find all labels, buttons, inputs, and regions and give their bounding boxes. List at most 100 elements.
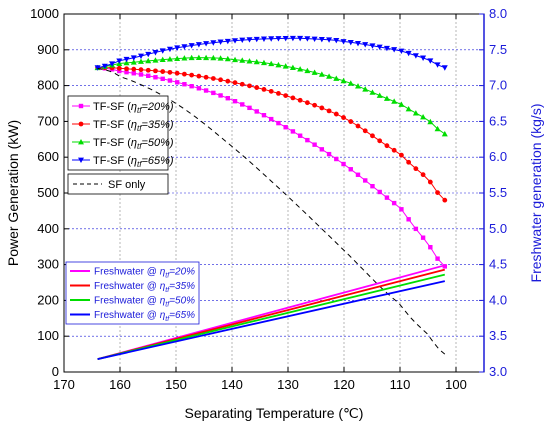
legend-label-end: =50%) xyxy=(141,137,173,149)
marker-triangle-down xyxy=(224,38,231,45)
marker-circle xyxy=(355,123,361,129)
legend-label-end: =35%) xyxy=(141,119,173,131)
marker-square xyxy=(131,71,136,76)
marker-square xyxy=(290,129,296,134)
y-tick-label: 600 xyxy=(37,149,59,164)
marker-triangle-down xyxy=(123,56,130,63)
marker-circle xyxy=(203,74,209,80)
marker-triangle-down xyxy=(159,48,166,54)
marker-square xyxy=(363,178,368,183)
marker-triangle-up xyxy=(253,58,260,65)
marker-square xyxy=(420,235,426,240)
marker-circle xyxy=(239,81,245,87)
marker-circle xyxy=(189,72,195,78)
y2-tick-label: 7.0 xyxy=(489,78,507,93)
marker-triangle-down xyxy=(174,45,181,51)
marker-triangle-down xyxy=(289,35,296,42)
legend-fw-main: Freshwater @ xyxy=(94,281,160,292)
marker-square xyxy=(78,103,84,109)
marker-triangle-down xyxy=(369,43,376,49)
marker-triangle-up xyxy=(275,61,282,68)
marker-circle xyxy=(427,179,433,185)
marker-triangle-up xyxy=(369,89,376,95)
marker-triangle-down xyxy=(138,53,144,59)
marker-square xyxy=(297,133,303,138)
marker-triangle-down xyxy=(333,37,340,44)
legend-label-end: =20%) xyxy=(141,101,173,113)
marker-circle xyxy=(420,172,426,178)
marker-triangle-up xyxy=(376,92,383,98)
x-axis-title: Separating Temperature (℃) xyxy=(185,405,364,421)
marker-square xyxy=(326,151,332,157)
x-tick-label: 170 xyxy=(53,377,75,392)
marker-triangle-up xyxy=(188,54,195,61)
marker-triangle-up xyxy=(210,54,217,61)
marker-circle xyxy=(312,102,317,108)
marker-circle xyxy=(261,87,267,92)
marker-triangle-down xyxy=(412,53,419,59)
y-axis-title: Power Generation (kW) xyxy=(5,120,21,266)
marker-triangle-up xyxy=(145,57,152,64)
marker-triangle-down xyxy=(318,36,325,43)
legend-label: TF-SF (ηtf=35%) xyxy=(93,119,174,133)
y-tick-label: 200 xyxy=(37,292,59,307)
legend-label-sym: η xyxy=(131,155,137,167)
marker-triangle-up xyxy=(383,95,390,101)
power-series-3 xyxy=(94,35,448,71)
marker-square xyxy=(348,167,353,172)
marker-square xyxy=(189,83,194,89)
legend-fw-end: =50% xyxy=(169,296,195,307)
marker-square xyxy=(182,82,187,87)
y2-tick-label: 4.5 xyxy=(489,257,507,272)
marker-square xyxy=(406,217,411,222)
marker-triangle-down xyxy=(326,37,333,43)
legend-fw-sub: tf xyxy=(165,287,170,294)
marker-circle xyxy=(182,71,187,77)
marker-triangle-down xyxy=(383,45,390,52)
marker-triangle-down xyxy=(376,44,383,51)
marker-square xyxy=(435,256,440,261)
marker-circle xyxy=(399,152,404,158)
sf-only-line xyxy=(97,67,446,355)
marker-square xyxy=(276,120,281,126)
marker-square xyxy=(225,96,230,101)
marker-square xyxy=(442,264,447,269)
legend-fw-main: Freshwater @ xyxy=(94,296,160,307)
marker-triangle-down xyxy=(78,157,84,163)
marker-triangle-down xyxy=(152,50,159,56)
marker-circle xyxy=(333,111,339,117)
marker-triangle-up xyxy=(318,71,325,77)
marker-triangle-down xyxy=(145,51,152,58)
marker-triangle-up xyxy=(159,56,166,63)
legend-label: TF-SF (ηtf=20%) xyxy=(93,101,174,115)
legend-label-sub: tf xyxy=(137,142,142,151)
series-layer xyxy=(94,35,448,360)
power-series-1 xyxy=(95,65,448,203)
x-tick-label: 100 xyxy=(445,377,467,392)
marker-triangle-up xyxy=(391,98,398,104)
marker-triangle-down xyxy=(268,36,275,42)
y2-tick-label: 8.0 xyxy=(489,6,507,21)
legend-label-sym: η xyxy=(131,119,137,131)
x-tick-label: 150 xyxy=(165,377,187,392)
legend-fw-sym: η xyxy=(160,310,166,321)
marker-triangle-up xyxy=(138,58,144,64)
marker-triangle-down xyxy=(441,65,448,71)
marker-triangle-down xyxy=(304,36,311,42)
marker-triangle-down xyxy=(232,38,239,44)
y-tick-label: 700 xyxy=(37,113,59,128)
legend-label-sub: tf xyxy=(137,160,142,169)
marker-triangle-down xyxy=(311,36,318,42)
marker-square xyxy=(196,86,202,91)
marker-square xyxy=(146,73,151,78)
marker-triangle-down xyxy=(239,37,246,44)
marker-circle xyxy=(370,133,375,139)
marker-circle xyxy=(145,67,151,73)
marker-triangle-down xyxy=(347,39,354,46)
marker-square xyxy=(254,109,259,114)
legend-fw-sub: tf xyxy=(165,273,170,280)
x-tick-label: 120 xyxy=(333,377,355,392)
marker-triangle-up xyxy=(398,101,405,107)
legend-freshwater-label: Freshwater @ ηtf=35% xyxy=(94,281,195,294)
marker-circle xyxy=(247,83,252,89)
